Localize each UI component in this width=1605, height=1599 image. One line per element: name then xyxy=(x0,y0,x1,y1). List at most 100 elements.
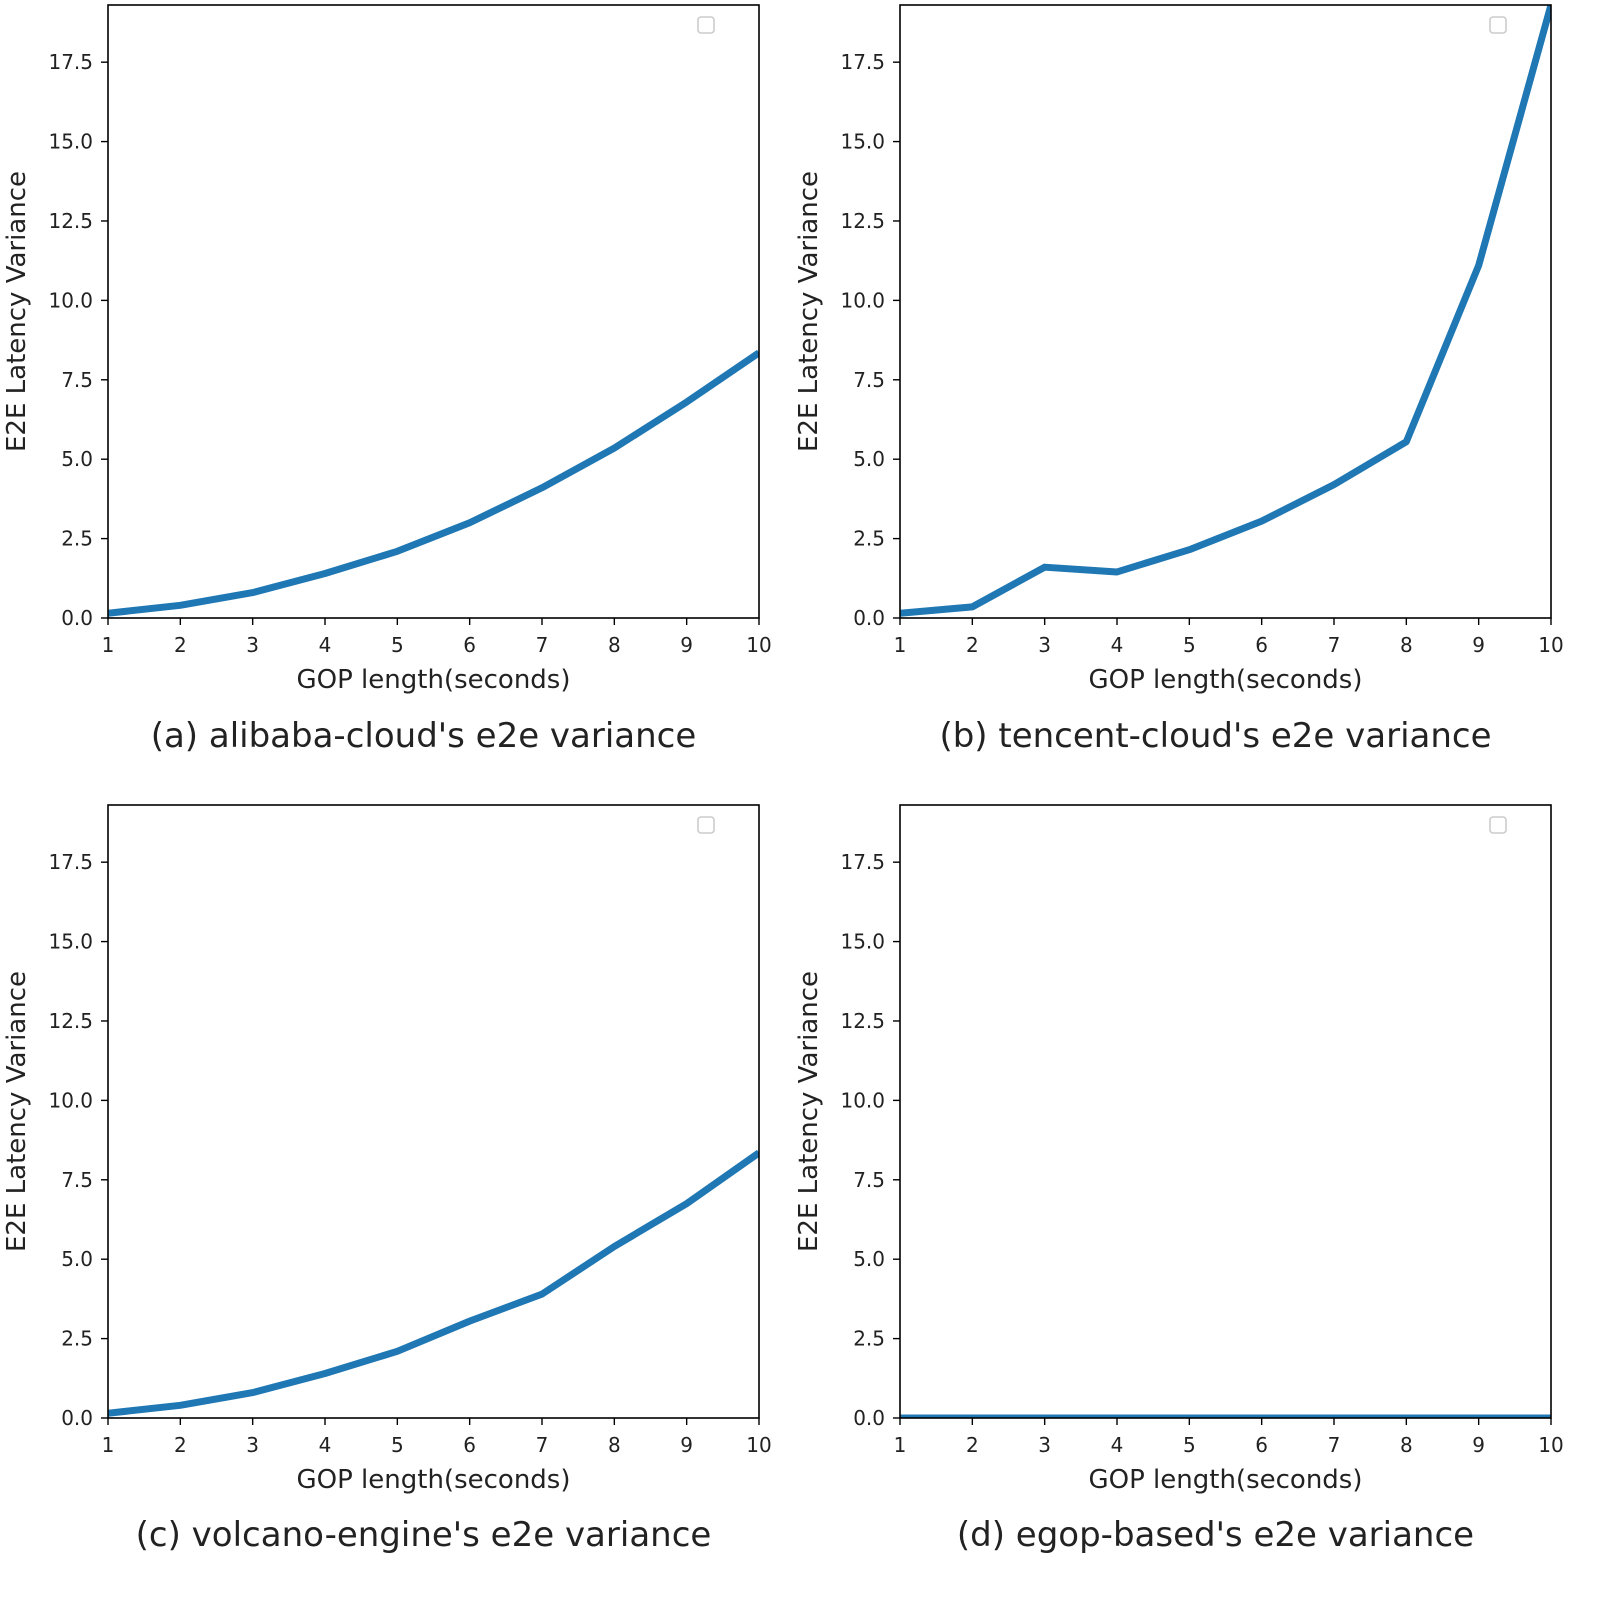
y-tick-label: 10.0 xyxy=(48,1088,93,1112)
panel-caption: (c) volcano-engine's e2e variance xyxy=(136,1515,712,1555)
panel-caption: (a) alibaba-cloud's e2e variance xyxy=(151,716,697,756)
x-tick-label: 10 xyxy=(1538,633,1563,657)
legend-box xyxy=(697,16,715,34)
x-axis-label: GOP length(seconds) xyxy=(1089,665,1363,695)
x-tick-label: 3 xyxy=(1038,633,1051,657)
x-tick-label: 1 xyxy=(102,1433,115,1457)
y-tick-label: 5.0 xyxy=(61,1247,93,1271)
y-tick-label: 12.5 xyxy=(48,1009,93,1033)
y-tick-label: 2.5 xyxy=(61,1327,93,1351)
y-tick-label: 15.0 xyxy=(48,130,93,154)
x-axis-label: GOP length(seconds) xyxy=(1089,1465,1363,1495)
x-tick-label: 8 xyxy=(608,1433,621,1457)
y-axis-label: E2E Latency Variance xyxy=(794,971,824,1252)
chart-panel-0: 1 2 3 4 5 6 7 8 9 10 0.0 2.5 5.0 7.5 10.0 12.5 15.0 17.5 G… xyxy=(2,4,772,756)
x-tick-label: 3 xyxy=(246,633,259,657)
x-tick-label: 6 xyxy=(1255,633,1268,657)
x-tick-label: 7 xyxy=(536,1433,549,1457)
x-tick-label: 2 xyxy=(966,1433,979,1457)
x-tick-label: 4 xyxy=(1111,1433,1124,1457)
y-tick-label: 5.0 xyxy=(61,447,93,471)
y-tick-label: 17.5 xyxy=(840,50,885,74)
plot-frame xyxy=(107,4,760,619)
y-tick-label: 0.0 xyxy=(853,1406,885,1430)
plot-frame xyxy=(899,804,1552,1419)
y-tick-label: 12.5 xyxy=(48,209,93,233)
x-tick-label: 6 xyxy=(1255,1433,1268,1457)
chart-panel-1: 1 2 3 4 5 6 7 8 9 10 0.0 2.5 5.0 7.5 10.0 12.5 15.0 17.5 G… xyxy=(794,4,1564,756)
series-line xyxy=(900,5,1551,617)
y-tick-label: 17.5 xyxy=(48,850,93,874)
x-tick-label: 3 xyxy=(246,1433,259,1457)
y-axis-label: E2E Latency Variance xyxy=(794,171,824,452)
chart-panel-3: 1 2 3 4 5 6 7 8 9 10 0.0 2.5 5.0 7.5 10.0 12.5 15.0 17.5 G… xyxy=(794,804,1564,1555)
x-tick-label: 1 xyxy=(894,633,907,657)
series-line xyxy=(108,1149,759,1417)
x-tick-label: 7 xyxy=(1328,633,1341,657)
x-tick-label: 6 xyxy=(463,1433,476,1457)
y-tick-label: 15.0 xyxy=(48,930,93,954)
x-tick-label: 4 xyxy=(1111,633,1124,657)
y-tick-label: 17.5 xyxy=(840,850,885,874)
x-tick-label: 10 xyxy=(1538,1433,1563,1457)
series-line xyxy=(108,349,759,617)
y-tick-label: 7.5 xyxy=(853,1168,885,1192)
y-tick-label: 2.5 xyxy=(853,527,885,551)
x-tick-label: 8 xyxy=(608,633,621,657)
x-tick-label: 5 xyxy=(1183,633,1196,657)
x-tick-label: 7 xyxy=(536,633,549,657)
y-tick-label: 7.5 xyxy=(61,368,93,392)
x-tick-label: 4 xyxy=(319,633,332,657)
panel-caption: (d) egop-based's e2e variance xyxy=(957,1515,1474,1555)
x-axis-label: GOP length(seconds) xyxy=(297,665,571,695)
chart-panel-2: 1 2 3 4 5 6 7 8 9 10 0.0 2.5 5.0 7.5 10.0 12.5 15.0 17.5 G… xyxy=(2,804,772,1555)
y-tick-label: 0.0 xyxy=(61,606,93,630)
x-tick-label: 8 xyxy=(1400,1433,1413,1457)
x-tick-label: 7 xyxy=(1328,1433,1341,1457)
x-tick-label: 2 xyxy=(174,1433,187,1457)
y-tick-label: 10.0 xyxy=(840,288,885,312)
x-tick-label: 1 xyxy=(102,633,115,657)
y-tick-label: 7.5 xyxy=(853,368,885,392)
y-tick-label: 5.0 xyxy=(853,447,885,471)
x-tick-label: 5 xyxy=(391,1433,404,1457)
x-axis-label: GOP length(seconds) xyxy=(297,1465,571,1495)
y-axis-label: E2E Latency Variance xyxy=(2,971,32,1252)
plot-frame xyxy=(107,804,760,1419)
x-tick-label: 9 xyxy=(680,633,693,657)
y-tick-label: 17.5 xyxy=(48,50,93,74)
y-tick-label: 12.5 xyxy=(840,1009,885,1033)
legend-box xyxy=(1489,816,1507,834)
plot-frame xyxy=(899,4,1552,619)
y-tick-label: 15.0 xyxy=(840,930,885,954)
x-tick-label: 9 xyxy=(680,1433,693,1457)
y-tick-label: 5.0 xyxy=(853,1247,885,1271)
y-tick-label: 10.0 xyxy=(840,1088,885,1112)
y-tick-label: 10.0 xyxy=(48,288,93,312)
x-tick-label: 2 xyxy=(966,633,979,657)
x-tick-label: 9 xyxy=(1472,633,1485,657)
y-tick-label: 15.0 xyxy=(840,130,885,154)
y-axis-label: E2E Latency Variance xyxy=(2,171,32,452)
x-tick-label: 6 xyxy=(463,633,476,657)
y-tick-label: 0.0 xyxy=(853,606,885,630)
x-tick-label: 10 xyxy=(746,1433,771,1457)
y-tick-label: 7.5 xyxy=(61,1168,93,1192)
x-tick-label: 4 xyxy=(319,1433,332,1457)
legend-box xyxy=(697,816,715,834)
panel-caption: (b) tencent-cloud's e2e variance xyxy=(939,716,1491,756)
x-tick-label: 5 xyxy=(391,633,404,657)
x-tick-label: 1 xyxy=(894,1433,907,1457)
y-tick-label: 2.5 xyxy=(61,527,93,551)
x-tick-label: 9 xyxy=(1472,1433,1485,1457)
y-tick-label: 2.5 xyxy=(853,1327,885,1351)
y-tick-label: 12.5 xyxy=(840,209,885,233)
legend-box xyxy=(1489,16,1507,34)
x-tick-label: 5 xyxy=(1183,1433,1196,1457)
x-tick-label: 10 xyxy=(746,633,771,657)
x-tick-label: 2 xyxy=(174,633,187,657)
x-tick-label: 8 xyxy=(1400,633,1413,657)
x-tick-label: 3 xyxy=(1038,1433,1051,1457)
y-tick-label: 0.0 xyxy=(61,1406,93,1430)
